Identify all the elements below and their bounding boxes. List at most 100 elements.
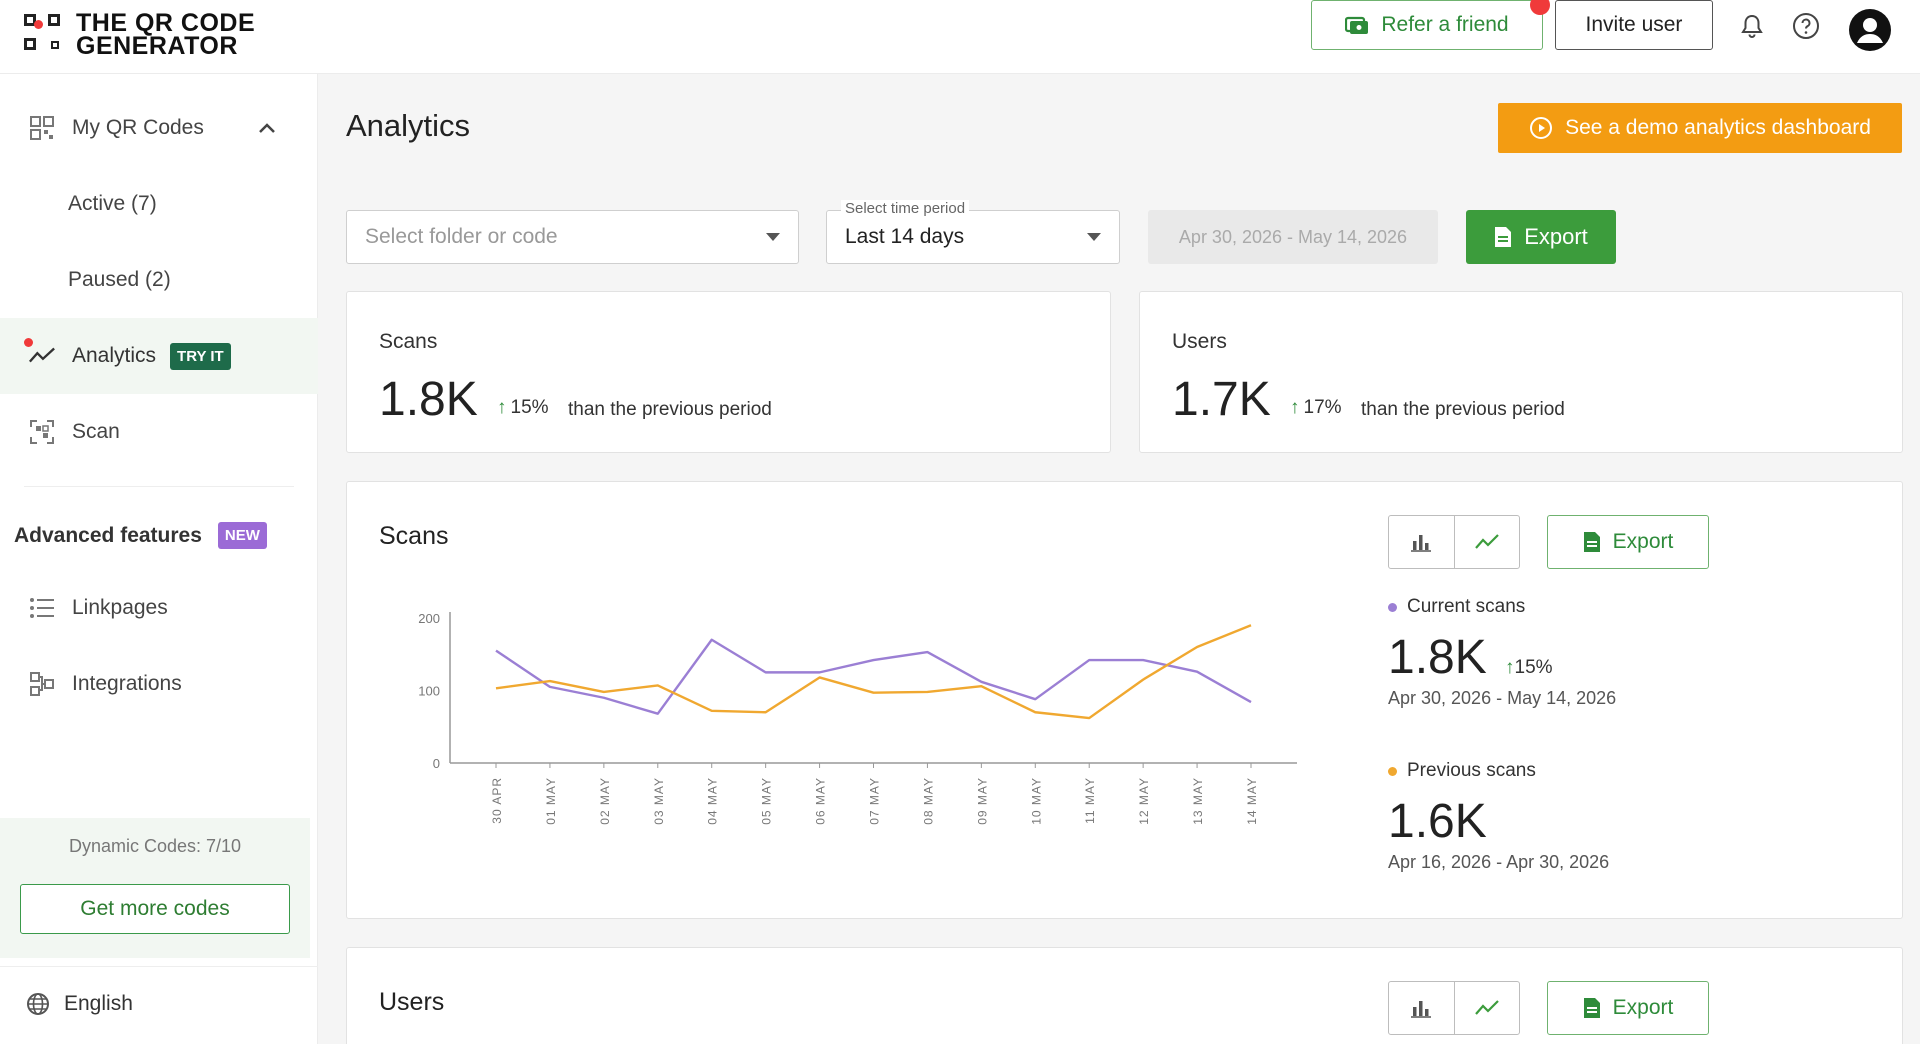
sidebar-item-scan[interactable]: Scan bbox=[0, 394, 318, 470]
get-more-codes-button[interactable]: Get more codes bbox=[20, 884, 290, 934]
users-summary-card: Users 1.7K ↑ 17% than the previous perio… bbox=[1139, 291, 1903, 453]
legend-current: Current scans bbox=[1388, 596, 1525, 618]
sidebar-item-label: Integrations bbox=[72, 672, 182, 695]
analytics-icon bbox=[24, 338, 56, 370]
users-summary-label: Users bbox=[1172, 330, 1227, 353]
previous-dot bbox=[1388, 766, 1397, 776]
x-tick-label: 01 MAY bbox=[544, 777, 558, 825]
arrow-up-icon: ↑ bbox=[1290, 397, 1300, 418]
sidebar-item-paused[interactable]: Paused (2) bbox=[68, 268, 171, 291]
try-it-badge: TRY IT bbox=[170, 342, 231, 370]
document-icon bbox=[1583, 998, 1600, 1018]
sidebar-item-analytics[interactable]: Analytics TRY IT bbox=[0, 318, 318, 394]
current-scans-value: 1.8K bbox=[1388, 631, 1487, 684]
help-icon[interactable] bbox=[1792, 12, 1820, 40]
export-label: Export bbox=[1612, 530, 1674, 553]
qr-logo-icon bbox=[24, 14, 66, 56]
x-tick-label: 05 MAY bbox=[760, 777, 774, 825]
folder-select-placeholder: Select folder or code bbox=[365, 225, 558, 248]
sidebar: My QR Codes Active (7) Paused (2) Analyt… bbox=[0, 74, 318, 1044]
globe-icon bbox=[27, 993, 49, 1015]
time-period-select[interactable]: Select time period Last 14 days bbox=[826, 200, 1120, 264]
current-scans-delta: ↑15% bbox=[1505, 657, 1553, 678]
previous-scans-line bbox=[495, 624, 1252, 720]
scans-chart-title: Scans bbox=[379, 522, 449, 550]
scans-summary-delta: ↑ 15% bbox=[497, 397, 549, 418]
x-tick-label: 09 MAY bbox=[975, 777, 989, 825]
export-label: Export bbox=[1524, 224, 1588, 249]
users-export-button[interactable]: Export bbox=[1547, 981, 1709, 1035]
users-chart-title: Users bbox=[379, 988, 445, 1016]
sidebar-item-label: Scan bbox=[72, 420, 120, 443]
advanced-features-heading: Advanced features NEW bbox=[14, 522, 267, 549]
scans-chart-card: Scans Export 0 100 200 30 APR 01 MAY 02 MAY 03… bbox=[346, 481, 1903, 919]
previous-scans-value: 1.6K bbox=[1388, 795, 1487, 848]
chevron-up-icon[interactable] bbox=[258, 116, 276, 140]
time-period-value: Last 14 days bbox=[845, 225, 965, 248]
x-tick-label: 02 MAY bbox=[598, 777, 612, 825]
qr-grid-icon bbox=[28, 114, 56, 142]
x-tick-label: 14 MAY bbox=[1245, 777, 1259, 825]
x-tick-label: 12 MAY bbox=[1137, 777, 1151, 825]
y-tick-label: 200 bbox=[418, 611, 440, 626]
y-tick-label: 100 bbox=[418, 684, 440, 699]
users-summary-value: 1.7K bbox=[1172, 373, 1271, 426]
sidebar-item-active[interactable]: Active (7) bbox=[68, 192, 157, 215]
user-avatar-icon[interactable] bbox=[1848, 8, 1892, 52]
logo-text: THE QR CODE GENERATOR bbox=[76, 9, 256, 60]
x-tick-label: 06 MAY bbox=[814, 777, 828, 825]
scans-line-chart: 0 100 200 30 APR 01 MAY 02 MAY 03 MAY 04 MAY 05 … bbox=[418, 611, 1297, 825]
sidebar-item-linkpages[interactable]: Linkpages bbox=[0, 570, 318, 646]
sidebar-item-integrations[interactable]: Integrations bbox=[0, 646, 318, 722]
scans-compare-text: than the previous period bbox=[568, 399, 772, 420]
play-circle-icon bbox=[1530, 117, 1553, 139]
chart-type-toggle bbox=[1388, 515, 1520, 569]
users-summary-delta: ↑ 17% bbox=[1290, 397, 1342, 418]
sidebar-item-my-qr-codes[interactable]: My QR Codes bbox=[0, 90, 318, 166]
language-label: English bbox=[64, 992, 133, 1015]
caret-down-icon bbox=[1087, 233, 1101, 241]
current-scans-range: Apr 30, 2026 - May 14, 2026 bbox=[1388, 688, 1617, 708]
refer-friend-button[interactable]: Refer a friend bbox=[1311, 0, 1550, 50]
dynamic-codes-quota: Dynamic Codes: 7/10 bbox=[68, 836, 242, 856]
line-chart-icon[interactable] bbox=[1455, 982, 1520, 1034]
legend-previous: Previous scans bbox=[1388, 760, 1536, 782]
sidebar-divider bbox=[24, 486, 294, 487]
document-icon bbox=[1495, 227, 1512, 247]
refer-friend-label: Refer a friend bbox=[1381, 13, 1509, 36]
x-tick-label: 04 MAY bbox=[706, 777, 720, 825]
current-scans-line bbox=[495, 638, 1252, 715]
scans-summary-card: Scans 1.8K ↑ 15% than the previous perio… bbox=[346, 291, 1111, 453]
scan-icon bbox=[28, 418, 56, 446]
bell-icon[interactable] bbox=[1738, 12, 1766, 40]
arrow-up-icon: ↑ bbox=[497, 397, 507, 418]
language-selector[interactable]: English bbox=[26, 992, 133, 1016]
page-title: Analytics bbox=[346, 108, 471, 143]
line-chart-icon[interactable] bbox=[1455, 516, 1520, 568]
integrations-icon bbox=[28, 670, 56, 698]
export-button[interactable]: Export bbox=[1466, 210, 1616, 264]
new-badge: NEW bbox=[217, 522, 267, 549]
gift-card-icon bbox=[1345, 16, 1369, 34]
legend-previous-label: Previous scans bbox=[1407, 760, 1536, 781]
notification-dot bbox=[1530, 0, 1550, 15]
legend-current-label: Current scans bbox=[1407, 596, 1526, 617]
bar-chart-icon[interactable] bbox=[1389, 516, 1455, 568]
demo-dashboard-button[interactable]: See a demo analytics dashboard bbox=[1498, 103, 1902, 153]
x-tick-label: 03 MAY bbox=[652, 777, 666, 825]
users-chart-card: Users Export bbox=[346, 947, 1903, 1044]
export-label: Export bbox=[1612, 996, 1674, 1019]
document-icon bbox=[1583, 532, 1600, 552]
sidebar-item-label: Analytics bbox=[72, 344, 157, 367]
invite-user-button[interactable]: Invite user bbox=[1555, 0, 1713, 50]
logo[interactable]: THE QR CODE GENERATOR bbox=[24, 9, 256, 60]
scans-export-button[interactable]: Export bbox=[1547, 515, 1709, 569]
folder-select[interactable]: Select folder or code bbox=[346, 210, 799, 264]
bar-chart-icon[interactable] bbox=[1389, 982, 1455, 1034]
demo-dashboard-label: See a demo analytics dashboard bbox=[1565, 116, 1871, 139]
sidebar-item-label: Linkpages bbox=[72, 596, 168, 619]
current-dot bbox=[1388, 602, 1397, 612]
users-compare-text: than the previous period bbox=[1361, 399, 1565, 420]
x-tick-label: 13 MAY bbox=[1191, 777, 1205, 825]
x-tick-label: 08 MAY bbox=[921, 777, 935, 825]
